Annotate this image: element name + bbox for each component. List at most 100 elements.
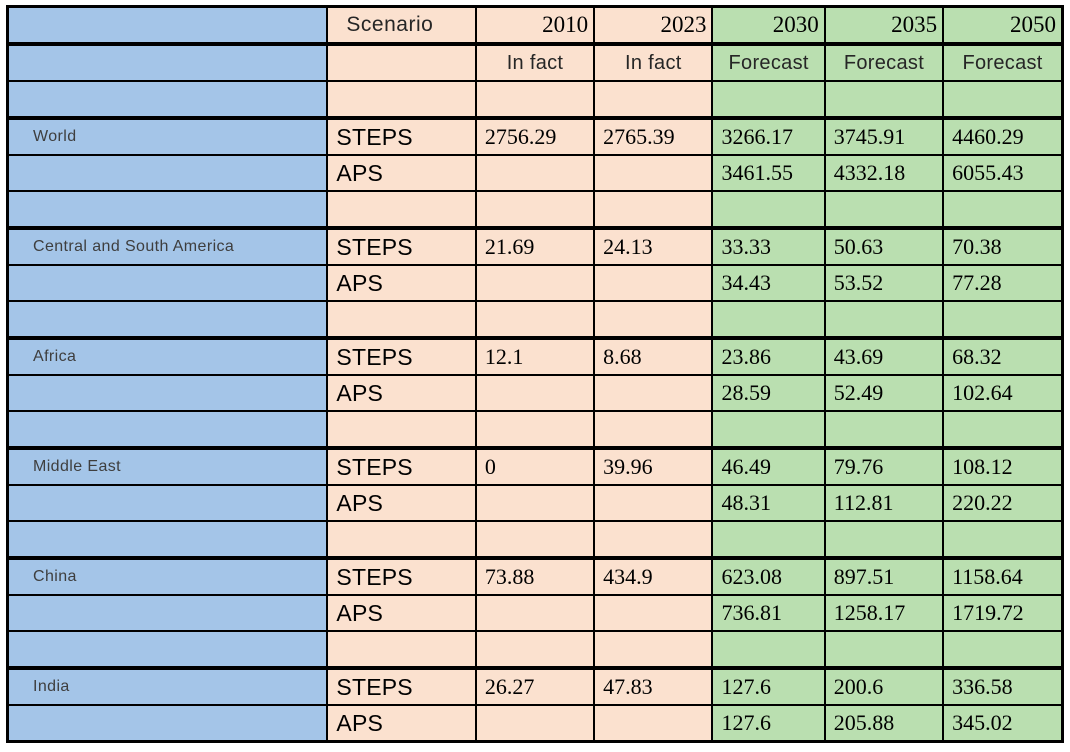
empty-cell bbox=[6, 42, 329, 82]
empty-cell bbox=[474, 264, 596, 302]
empty-cell bbox=[593, 190, 714, 229]
region-cell: China bbox=[6, 556, 329, 596]
empty-cell bbox=[474, 190, 596, 229]
header-type-row: In fact In fact Forecast Forecast Foreca… bbox=[6, 42, 1064, 82]
spacer-row bbox=[6, 190, 1064, 229]
empty-cell bbox=[593, 630, 714, 669]
value-cell: 3461.55 bbox=[711, 154, 826, 192]
scenario-cell-aps: APS bbox=[326, 484, 477, 522]
empty-cell bbox=[593, 154, 714, 192]
empty-cell bbox=[6, 154, 329, 192]
empty-cell bbox=[326, 630, 477, 669]
scenario-cell-steps: STEPS bbox=[326, 336, 477, 376]
value-cell: 220.22 bbox=[942, 484, 1064, 522]
empty-cell bbox=[6, 264, 329, 302]
value-cell: 23.86 bbox=[711, 336, 826, 376]
value-cell: 12.1 bbox=[474, 336, 596, 376]
table-row-middleeast-steps: Middle East STEPS 0 39.96 46.49 79.76 10… bbox=[6, 446, 1064, 486]
empty-cell bbox=[942, 410, 1064, 449]
year-header-2030: 2030 bbox=[711, 5, 826, 45]
table-row-india-steps: India STEPS 26.27 47.83 127.6 200.6 336.… bbox=[6, 666, 1064, 706]
scenario-cell-steps: STEPS bbox=[326, 666, 477, 706]
value-cell: 897.51 bbox=[823, 556, 945, 596]
table-row-world-aps: APS 3461.55 4332.18 6055.43 bbox=[6, 154, 1064, 192]
spacer-row bbox=[6, 300, 1064, 339]
empty-cell bbox=[942, 520, 1064, 559]
empty-cell bbox=[326, 42, 477, 82]
empty-cell bbox=[711, 630, 826, 669]
table-row-india-aps: APS 127.6 205.88 345.02 bbox=[6, 704, 1064, 743]
value-cell: 1719.72 bbox=[942, 594, 1064, 632]
value-cell: 48.31 bbox=[711, 484, 826, 522]
table-row-csa-aps: APS 34.43 53.52 77.28 bbox=[6, 264, 1064, 302]
empty-cell bbox=[942, 630, 1064, 669]
scenario-cell-steps: STEPS bbox=[326, 226, 477, 266]
year-header-2023: 2023 bbox=[593, 5, 714, 45]
value-cell: 127.6 bbox=[711, 704, 826, 743]
type-header-infact: In fact bbox=[593, 42, 714, 82]
value-cell: 102.64 bbox=[942, 374, 1064, 412]
empty-cell bbox=[823, 520, 945, 559]
value-cell: 112.81 bbox=[823, 484, 945, 522]
scenario-cell-aps: APS bbox=[326, 704, 477, 743]
forecast-table: Scenario 2010 2023 2030 2035 2050 In fac… bbox=[6, 5, 1064, 743]
value-cell: 43.69 bbox=[823, 336, 945, 376]
corner-cell bbox=[6, 5, 329, 45]
table-row-csa-steps: Central and South America STEPS 21.69 24… bbox=[6, 226, 1064, 266]
value-cell: 0 bbox=[474, 446, 596, 486]
empty-cell bbox=[823, 630, 945, 669]
empty-cell bbox=[474, 154, 596, 192]
value-cell: 53.52 bbox=[823, 264, 945, 302]
value-cell: 345.02 bbox=[942, 704, 1064, 743]
value-cell: 108.12 bbox=[942, 446, 1064, 486]
empty-cell bbox=[823, 410, 945, 449]
empty-cell bbox=[6, 300, 329, 339]
spacer-row bbox=[6, 80, 1064, 119]
empty-cell bbox=[326, 410, 477, 449]
empty-cell bbox=[6, 190, 329, 229]
empty-cell bbox=[326, 300, 477, 339]
value-cell: 24.13 bbox=[593, 226, 714, 266]
empty-cell bbox=[326, 190, 477, 229]
spacer-row bbox=[6, 520, 1064, 559]
region-cell: Africa bbox=[6, 336, 329, 376]
value-cell: 70.38 bbox=[942, 226, 1064, 266]
empty-cell bbox=[474, 520, 596, 559]
empty-cell bbox=[823, 80, 945, 119]
empty-cell bbox=[326, 80, 477, 119]
value-cell: 34.43 bbox=[711, 264, 826, 302]
value-cell: 52.49 bbox=[823, 374, 945, 412]
value-cell: 47.83 bbox=[593, 666, 714, 706]
value-cell: 46.49 bbox=[711, 446, 826, 486]
value-cell: 79.76 bbox=[823, 446, 945, 486]
scenario-cell-steps: STEPS bbox=[326, 556, 477, 596]
scenario-cell-aps: APS bbox=[326, 264, 477, 302]
value-cell: 1158.64 bbox=[942, 556, 1064, 596]
value-cell: 434.9 bbox=[593, 556, 714, 596]
value-cell: 2765.39 bbox=[593, 116, 714, 156]
value-cell: 68.32 bbox=[942, 336, 1064, 376]
table-row-world-steps: World STEPS 2756.29 2765.39 3266.17 3745… bbox=[6, 116, 1064, 156]
value-cell: 127.6 bbox=[711, 666, 826, 706]
empty-cell bbox=[711, 300, 826, 339]
empty-cell bbox=[942, 300, 1064, 339]
empty-cell bbox=[474, 410, 596, 449]
year-header-2035: 2035 bbox=[823, 5, 945, 45]
scenario-cell-steps: STEPS bbox=[326, 446, 477, 486]
value-cell: 4460.29 bbox=[942, 116, 1064, 156]
empty-cell bbox=[6, 374, 329, 412]
empty-cell bbox=[711, 190, 826, 229]
type-header-forecast: Forecast bbox=[823, 42, 945, 82]
type-header-forecast: Forecast bbox=[942, 42, 1064, 82]
empty-cell bbox=[593, 484, 714, 522]
scenario-cell-aps: APS bbox=[326, 154, 477, 192]
spacer-row bbox=[6, 630, 1064, 669]
value-cell: 3745.91 bbox=[823, 116, 945, 156]
value-cell: 21.69 bbox=[474, 226, 596, 266]
empty-cell bbox=[474, 594, 596, 632]
empty-cell bbox=[474, 704, 596, 743]
empty-cell bbox=[6, 520, 329, 559]
table-row-africa-steps: Africa STEPS 12.1 8.68 23.86 43.69 68.32 bbox=[6, 336, 1064, 376]
empty-cell bbox=[593, 410, 714, 449]
